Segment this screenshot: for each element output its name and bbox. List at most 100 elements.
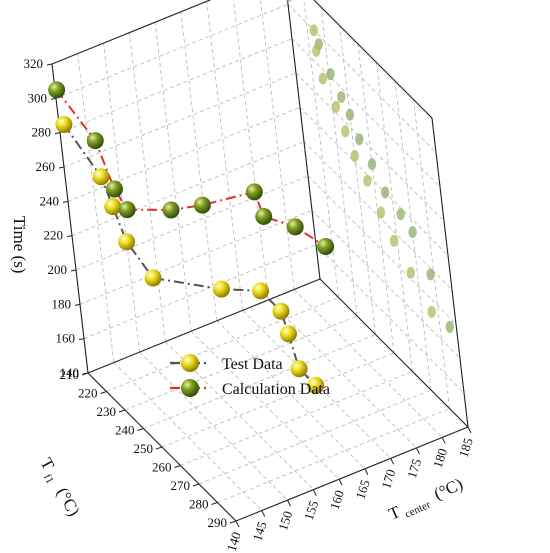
grid-line [320,6,358,317]
x-axis-label: T center (°C) [386,474,466,523]
grid-line [79,209,313,305]
x-tick-label: 185 [456,436,476,459]
y-axis-label-main: T [37,455,59,474]
grid-line [217,408,450,503]
grid-line [63,72,297,168]
data-point-calc [118,201,136,219]
grid-layer [51,0,469,522]
grid-line [311,210,461,359]
grid-line [128,32,166,342]
projection-point [326,68,335,81]
projection-point [367,158,377,171]
data-point-test [280,325,297,343]
svg-text:T f1 (°C): T f1 (°C) [33,455,84,521]
x-axis-label-unit: (°C) [431,474,466,503]
frame-edge [313,0,433,119]
grid-line [295,72,445,222]
frame-edge [431,117,469,428]
z-tick-label: 280 [32,125,52,140]
grid-line [67,106,301,202]
frame-layer [51,0,469,522]
data-point-calc [245,183,263,201]
y-tick-mark [174,465,181,468]
legend-marker-test [181,354,199,372]
projection-point [345,108,355,121]
z-tick-label: 240 [40,193,60,208]
projection-point [331,100,341,113]
x-tick-mark [338,478,343,486]
y-tick-label: 270 [171,478,191,493]
frame-edge [87,278,321,374]
projection-point [376,206,386,219]
projection-point [309,24,319,37]
data-point-test [252,282,270,300]
x-tick-label: 145 [249,520,269,543]
legend-label-calc: Calculation Data [222,381,330,398]
x-tick-mark [467,426,472,434]
z-tick-label: 300 [28,90,48,105]
frame-edge [235,426,469,522]
z-tick-mark [62,200,69,203]
z-tick-mark [74,303,81,306]
projection-point [389,234,399,247]
z-axis-label: Time (s) [10,216,29,273]
y-tick-label: 290 [208,515,228,530]
z-tick-mark [70,269,77,272]
data-point-test [272,302,290,320]
projection-point [363,174,372,187]
grid-line [206,1,244,311]
grid-line [106,297,339,392]
projection-point [445,320,454,333]
frame-edge [51,0,212,65]
projection-point [380,186,390,199]
x-tick-mark [287,499,292,507]
y-tick-label: 280 [189,497,209,512]
z-tick-label: 140 [60,365,80,380]
grid-line [154,22,192,332]
x-tick-label: 180 [430,446,450,469]
legend-label-test: Test Data [222,356,283,373]
y-axis-label-unit: (°C) [53,484,84,519]
z-tick-mark [50,97,57,100]
y-tick-mark [192,483,200,487]
z-tick-mark [78,338,85,341]
z-tick-label: 200 [48,262,68,277]
x-tick-label: 165 [352,478,372,501]
x-tick-mark [312,489,317,496]
grid-line [51,0,212,65]
data-point-test [55,115,73,133]
data-point-calc [255,207,273,225]
projection-point [427,305,436,318]
grid-line [77,53,115,363]
x-tick-label: 140 [224,530,244,553]
z-tick-label: 160 [56,331,76,346]
y-tick-mark [81,372,89,376]
z-tick-mark [66,235,73,238]
x-tick-mark [390,458,395,465]
x-tick-label: 170 [378,467,398,490]
frame-edge [51,63,89,374]
projection-point [406,266,415,279]
data-point-calc [105,180,123,198]
y-tick-label: 240 [115,423,135,438]
z-tick-mark [58,166,65,169]
data-point-test [118,233,136,251]
y-tick-mark [211,502,218,505]
projection-point [341,125,350,138]
frame-edge [319,278,469,428]
tick-label-layer: 140 160 180 200 220 240 260 280 300 320 210 220 230 2… [24,56,476,553]
x-tick-label: 150 [275,509,295,532]
legend-item-test: Test Data [170,354,283,373]
x-tick-mark [261,510,266,517]
grid-line [376,62,413,372]
x-tick-mark [441,437,446,444]
data-point-calc [317,238,335,256]
grid-line [55,3,289,99]
y-tick-mark [118,409,126,413]
grid-line [357,43,395,354]
grid-line [339,25,376,335]
legend-marker-calc [181,379,199,397]
series-line-calc [55,89,327,248]
